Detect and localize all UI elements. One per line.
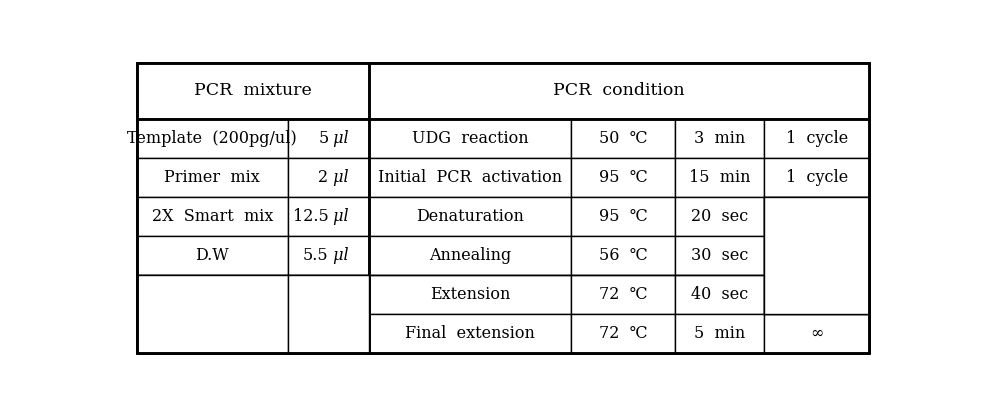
- Text: μl: μl: [328, 247, 349, 264]
- Text: 3  min: 3 min: [694, 130, 745, 147]
- Text: 20  sec: 20 sec: [691, 208, 748, 225]
- Bar: [675, 119, 764, 158]
- Bar: [675, 197, 764, 236]
- Text: 35  cycle: 35 cycle: [780, 247, 853, 264]
- Text: 95  ℃: 95 ℃: [599, 208, 647, 225]
- Text: Template  (200pg/ul): Template (200pg/ul): [127, 130, 297, 147]
- Bar: [137, 236, 288, 275]
- Text: μl: μl: [328, 305, 349, 322]
- Text: PCR  condition: PCR condition: [553, 82, 685, 99]
- Text: Final  extension: Final extension: [405, 325, 535, 342]
- Text: UDG  reaction: UDG reaction: [412, 130, 528, 147]
- Bar: [137, 275, 288, 314]
- Bar: [137, 275, 288, 353]
- Text: 35  cycle: 35 cycle: [780, 247, 853, 264]
- Bar: [675, 314, 764, 353]
- Text: 5  min: 5 min: [694, 325, 745, 342]
- Text: Extension: Extension: [430, 286, 510, 303]
- Bar: [675, 275, 764, 314]
- Bar: [137, 63, 369, 119]
- Bar: [571, 158, 675, 197]
- Bar: [369, 158, 571, 197]
- Text: 40  sec: 40 sec: [691, 286, 748, 303]
- Text: 2X  Smart  mix: 2X Smart mix: [152, 208, 273, 225]
- Bar: [675, 236, 764, 275]
- Bar: [764, 119, 869, 158]
- Bar: [288, 197, 369, 236]
- Text: 30  sec: 30 sec: [691, 247, 748, 264]
- Bar: [137, 275, 288, 353]
- Text: Initial  PCR  activation: Initial PCR activation: [378, 169, 562, 186]
- Bar: [137, 197, 288, 236]
- Bar: [137, 275, 288, 353]
- Text: 72  ℃: 72 ℃: [599, 286, 647, 303]
- Text: PCR  mixture: PCR mixture: [194, 82, 312, 99]
- Bar: [571, 236, 675, 275]
- Text: Primer  mix: Primer mix: [164, 169, 260, 186]
- Text: 5.5: 5.5: [303, 247, 328, 264]
- Text: 95  ℃: 95 ℃: [599, 169, 647, 186]
- Bar: [137, 119, 288, 158]
- Text: D.W: D.W: [195, 247, 229, 264]
- Text: 2: 2: [318, 169, 328, 186]
- Bar: [764, 236, 869, 275]
- Bar: [288, 158, 369, 197]
- Bar: [571, 275, 675, 314]
- Bar: [369, 275, 571, 314]
- Bar: [369, 236, 571, 275]
- Text: μl: μl: [328, 169, 349, 186]
- Bar: [764, 158, 869, 197]
- Text: ∞: ∞: [810, 325, 823, 342]
- Text: 72  ℃: 72 ℃: [599, 325, 647, 342]
- Bar: [764, 197, 869, 236]
- Bar: [369, 314, 571, 353]
- Bar: [288, 119, 369, 158]
- Text: 56  ℃: 56 ℃: [599, 247, 647, 264]
- Bar: [288, 275, 369, 314]
- Text: 1  cycle: 1 cycle: [786, 130, 848, 147]
- Bar: [288, 275, 369, 353]
- Text: Total: Total: [192, 305, 232, 322]
- Bar: [764, 197, 869, 314]
- Text: 50  ℃: 50 ℃: [599, 130, 647, 147]
- Text: 15  min: 15 min: [689, 169, 751, 186]
- Bar: [288, 314, 369, 353]
- Bar: [369, 119, 571, 158]
- Text: μl: μl: [328, 305, 349, 322]
- Bar: [288, 275, 369, 353]
- Text: Annealing: Annealing: [429, 247, 511, 264]
- Text: Total: Total: [192, 305, 232, 322]
- Bar: [764, 197, 869, 236]
- Text: 25: 25: [308, 305, 328, 322]
- Bar: [764, 275, 869, 314]
- Bar: [571, 314, 675, 353]
- Text: μl: μl: [328, 208, 349, 225]
- Bar: [764, 236, 869, 275]
- Bar: [764, 197, 869, 314]
- Text: 1  cycle: 1 cycle: [786, 169, 848, 186]
- Text: μl: μl: [328, 130, 349, 147]
- Bar: [571, 197, 675, 236]
- Bar: [369, 63, 869, 119]
- Text: 25: 25: [308, 305, 328, 322]
- Bar: [675, 158, 764, 197]
- Bar: [288, 236, 369, 275]
- Bar: [137, 314, 288, 353]
- Bar: [369, 197, 571, 236]
- Text: Denaturation: Denaturation: [416, 208, 524, 225]
- Bar: [571, 119, 675, 158]
- Text: 12.5: 12.5: [293, 208, 328, 225]
- Bar: [288, 275, 369, 353]
- Bar: [137, 158, 288, 197]
- Text: 5: 5: [318, 130, 328, 147]
- Bar: [764, 314, 869, 353]
